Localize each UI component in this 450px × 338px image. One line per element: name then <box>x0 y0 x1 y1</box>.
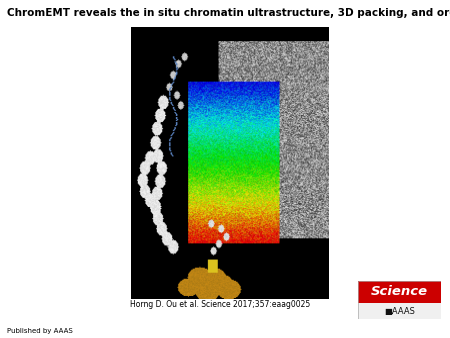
Text: Horng D. Ou et al. Science 2017;357:eaag0025: Horng D. Ou et al. Science 2017;357:eaag… <box>130 300 311 309</box>
Bar <box>358 281 441 303</box>
Text: ■AAAS: ■AAAS <box>384 307 415 316</box>
Text: Science: Science <box>371 285 428 298</box>
Text: ChromEMT reveals the in situ chromatin ultrastructure, 3D packing, and organizat: ChromEMT reveals the in situ chromatin u… <box>7 8 450 19</box>
Bar <box>358 303 441 319</box>
Text: Published by AAAS: Published by AAAS <box>7 328 72 334</box>
